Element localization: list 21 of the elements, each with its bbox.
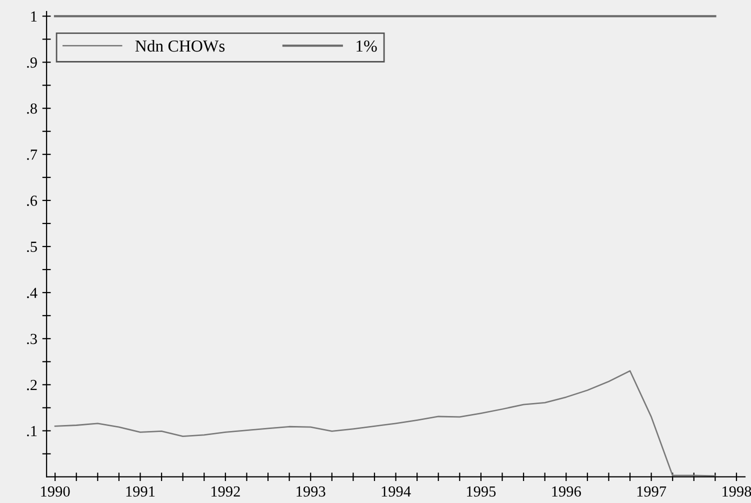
y-tick-label: .9 (27, 57, 37, 68)
x-tick-label: 1994 (382, 486, 411, 497)
x-tick-label: 1993 (296, 486, 326, 497)
x-tick-label: 1996 (552, 486, 581, 497)
legend-label: Ndn CHOWs (135, 40, 225, 52)
y-tick-label: .5 (27, 242, 37, 252)
x-tick-label: 1997 (637, 486, 666, 497)
x-tick-label: 1995 (467, 486, 496, 497)
x-tick-label: 1998 (722, 486, 751, 497)
y-tick-label: .3 (27, 334, 37, 344)
y-tick-label: .4 (27, 288, 38, 298)
y-tick-label: .8 (27, 103, 37, 114)
legend-label: 1% (356, 40, 377, 52)
y-tick-label: .1 (27, 426, 37, 436)
y-tick-label: .7 (27, 150, 38, 160)
y-tick-label: .6 (27, 196, 38, 206)
x-tick-label: 1990 (41, 486, 70, 497)
y-tick-label: 1 (31, 11, 37, 22)
x-tick-label: 1992 (211, 486, 240, 497)
y-tick-label: .2 (27, 380, 37, 390)
x-tick-label: 1991 (126, 486, 155, 497)
